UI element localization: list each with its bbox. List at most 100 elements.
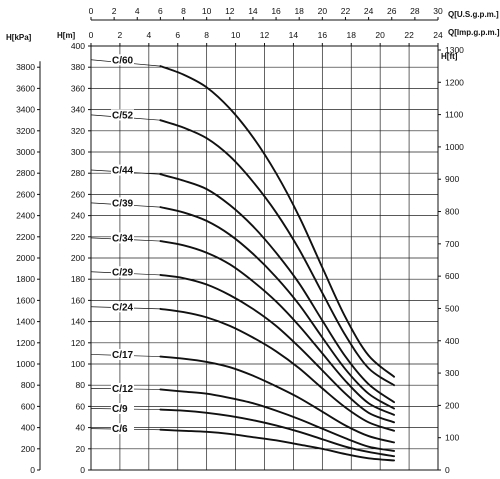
tick-label-h-m: 60 [76,401,86,411]
tick-label-h-m: 40 [76,423,86,433]
tick-label-h-ft: 400 [445,336,459,346]
tick-label-h-kpa: 200 [21,444,35,454]
tick-label-h-kpa: 3600 [16,83,35,93]
tick-label-h-kpa: 1600 [16,295,35,305]
tick-label-h-kpa: 3800 [16,62,35,72]
tick-label-h-kpa: 1200 [16,338,35,348]
tick-label-q-us: 22 [341,6,351,16]
tick-label-h-m: 320 [71,126,85,136]
axes: 0 2 4 6 8 10 12 14 16 18 20 22 24 26 28 30 Q[U.S.g.p.m.]… [6,6,500,475]
tick-label-h-m: 360 [71,83,85,93]
tick-label-h-kpa: 1800 [16,274,35,284]
tick-label-h-kpa: 1400 [16,317,35,327]
tick-label-h-m: 260 [71,189,85,199]
series-label-c-29: C/29 [112,267,134,278]
tick-label-q-us: 26 [387,6,397,16]
tick-label-h-ft: 1300 [445,45,464,55]
tick-label-q-imp: 6 [175,30,180,40]
tick-label-q-us: 16 [271,6,281,16]
series-label-c-52: C/52 [112,110,134,121]
tick-label-h-kpa: 2000 [16,253,35,263]
axis-label-q-us: Q[U.S.g.p.m.] [448,10,499,19]
series-label-bg-c-6 [111,423,134,435]
tick-label-h-ft: 500 [445,303,459,313]
tick-label-h-m: 100 [71,359,85,369]
tick-label-h-kpa: 1000 [16,359,35,369]
tick-label-h-m: 220 [71,232,85,242]
series-line-c-39 [159,206,395,410]
tick-label-h-ft: 200 [445,400,459,410]
tick-label-h-ft: 0 [445,465,450,475]
tick-label-q-imp: 16 [318,30,328,40]
tick-label-h-kpa: 3000 [16,147,35,157]
series-label-bg-c-9 [111,403,134,415]
tick-label-h-ft: 700 [445,239,459,249]
tick-label-q-us: 20 [318,6,328,16]
tick-label-h-kpa: 800 [21,380,35,390]
tick-label-h-m: 400 [71,41,85,51]
tick-label-q-imp: 14 [289,30,299,40]
tick-label-h-ft: 1200 [445,77,464,87]
series-label-bg-c-12 [111,382,134,394]
tick-label-h-m: 0 [80,465,85,475]
series-label-c-6: C/6 [112,424,128,435]
tick-label-q-us: 6 [158,6,163,16]
tick-label-h-m: 300 [71,147,85,157]
tick-label-q-us: 24 [364,6,374,16]
tick-label-h-m: 280 [71,168,85,178]
tick-label-h-kpa: 2400 [16,211,35,221]
tick-label-h-m: 180 [71,274,85,284]
tick-label-h-m: 140 [71,317,85,327]
tick-label-h-kpa: 3200 [16,126,35,136]
series-line-c-52 [159,119,395,387]
series-label-c-24: C/24 [112,302,134,313]
tick-label-h-kpa: 2200 [16,232,35,242]
tick-label-h-ft: 800 [445,207,459,217]
tick-label-h-ft: 600 [445,271,459,281]
axis-label-h-ft: H[ft] [441,52,458,61]
series-label-bg-c-44 [111,164,134,176]
series-label-c-60: C/60 [112,55,134,66]
tick-label-q-imp: 4 [146,30,151,40]
series-line-c-12 [159,388,395,452]
series-line-c-60 [159,65,395,378]
tick-label-q-us: 12 [225,6,235,16]
series-label-c-17: C/17 [112,350,134,361]
tick-label-h-kpa: 2600 [16,189,35,199]
series-line-c-17 [159,355,395,444]
curves [90,59,395,462]
series-line-c-6 [159,428,395,462]
series-label-bg-c-17 [111,348,134,360]
tick-label-q-us: 2 [112,6,117,16]
tick-label-h-kpa: 3400 [16,105,35,115]
tick-label-q-us: 28 [410,6,420,16]
series-line-c-9 [159,408,395,458]
series-label-bg-c-34 [111,232,134,244]
tick-label-q-imp: 24 [433,30,443,40]
series-line-c-29 [159,274,395,424]
tick-label-h-m: 20 [76,444,86,454]
plot-frame [90,45,439,471]
tick-label-q-us: 10 [202,6,212,16]
axis-label-h-kpa: H[kPa] [6,33,32,42]
tick-label-h-ft: 100 [445,433,459,443]
tick-label-h-m: 380 [71,62,85,72]
tick-label-h-ft: 1000 [445,142,464,152]
series-label-c-9: C/9 [112,404,128,415]
series-label-bg-c-29 [111,266,134,278]
tick-label-q-us: 0 [89,6,94,16]
tick-label-q-imp: 2 [118,30,123,40]
series-line-c-34 [159,240,395,416]
tick-label-h-m: 200 [71,253,85,263]
tick-label-q-us: 30 [433,6,443,16]
tick-label-q-imp: 8 [204,30,209,40]
tick-label-h-kpa: 2800 [16,168,35,178]
tick-label-q-imp: 0 [89,30,94,40]
series-label-bg-c-39 [111,197,134,209]
tick-label-q-us: 18 [294,6,304,16]
axis-label-h-m: H[m] [57,31,76,40]
series-label-bg-c-52 [111,109,134,121]
tick-label-h-m: 240 [71,211,85,221]
tick-label-q-imp: 22 [404,30,414,40]
